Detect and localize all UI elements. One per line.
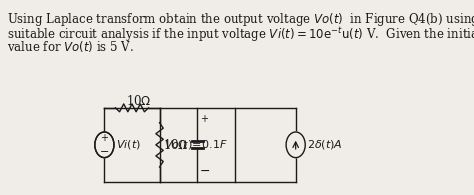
Text: $2\delta(t)A$: $2\delta(t)A$ [308,138,343,151]
Text: value for $Vo(t)$ is 5 V.: value for $Vo(t)$ is 5 V. [7,39,134,54]
Text: suitable circuit analysis if the input voltage $Vi(t) = \mathrm{10e}^{-t}\mathrm: suitable circuit analysis if the input v… [7,25,474,44]
Text: $Vo(t)\!=\!0.1F$: $Vo(t)\!=\!0.1F$ [164,138,228,151]
Text: +: + [200,114,208,124]
Text: −: − [200,165,210,178]
Text: 10$\Omega$: 10$\Omega$ [126,94,152,108]
Text: −: − [100,147,109,157]
Text: Using Laplace transform obtain the output voltage $Vo(t)$  in Figure Q4(b) using: Using Laplace transform obtain the outpu… [7,11,474,28]
Text: 10$\Omega$: 10$\Omega$ [163,138,188,152]
Text: $Vi(t)$: $Vi(t)$ [116,138,141,151]
Circle shape [95,132,114,158]
Circle shape [286,132,305,158]
Text: +: + [100,133,109,143]
